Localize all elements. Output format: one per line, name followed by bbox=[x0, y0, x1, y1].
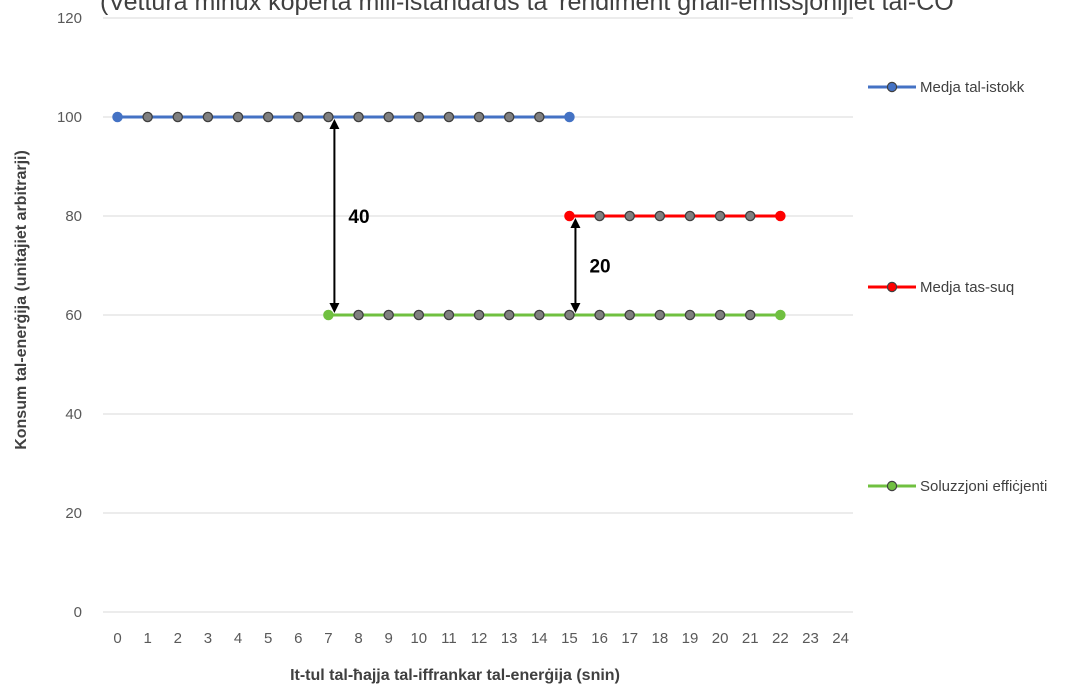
x-tick-label: 11 bbox=[441, 630, 457, 647]
data-point bbox=[262, 111, 274, 123]
x-tick-label: 24 bbox=[832, 630, 849, 647]
legend-label: Medja tas-suq bbox=[920, 279, 1014, 296]
x-tick-label: 19 bbox=[682, 630, 699, 647]
data-point bbox=[142, 111, 153, 123]
annotation-label: 20 bbox=[589, 257, 610, 278]
data-point bbox=[503, 111, 515, 123]
y-tick-label: 20 bbox=[65, 505, 82, 522]
data-point bbox=[353, 111, 364, 123]
y-tick-label: 120 bbox=[57, 10, 82, 27]
legend-marker bbox=[886, 480, 898, 492]
data-point bbox=[172, 111, 184, 123]
data-point bbox=[564, 111, 575, 123]
data-point bbox=[473, 309, 485, 321]
data-point bbox=[202, 111, 214, 123]
x-tick-label: 18 bbox=[651, 630, 668, 647]
data-point bbox=[684, 210, 696, 222]
data-point bbox=[744, 309, 756, 321]
y-tick-label: 100 bbox=[57, 109, 82, 126]
data-point bbox=[564, 309, 575, 321]
x-tick-label: 13 bbox=[501, 630, 518, 647]
x-tick-label: 20 bbox=[712, 630, 729, 647]
x-axis-title: It-tul tal-ħajja tal-iffrankar tal-enerġ… bbox=[290, 667, 620, 684]
legend-label: Medja tal-istokk bbox=[920, 79, 1025, 96]
annotation-label: 40 bbox=[348, 207, 369, 228]
y-tick-label: 60 bbox=[65, 307, 82, 324]
x-tick-label: 12 bbox=[471, 630, 488, 647]
x-tick-label: 2 bbox=[174, 630, 182, 647]
x-tick-label: 23 bbox=[802, 630, 819, 647]
chart-title: (Vettura minux koperta mill-istandards t… bbox=[100, 0, 954, 16]
data-point bbox=[714, 309, 726, 321]
legend-marker bbox=[886, 81, 898, 93]
data-point bbox=[443, 309, 455, 321]
legend-marker bbox=[886, 281, 898, 293]
x-tick-label: 4 bbox=[234, 630, 242, 647]
data-point bbox=[443, 111, 455, 123]
legend-label: Soluzzjoni effiċjenti bbox=[920, 478, 1047, 495]
x-tick-label: 8 bbox=[354, 630, 362, 647]
legend: Medja tal-istokk Medja tas-suq Soluzzjoni … bbox=[868, 79, 1047, 495]
data-point bbox=[654, 210, 666, 222]
data-point bbox=[383, 309, 394, 321]
data-point bbox=[503, 309, 515, 321]
x-tick-label: 17 bbox=[621, 630, 638, 647]
y-tick-label: 0 bbox=[74, 604, 82, 621]
data-point bbox=[744, 210, 756, 222]
annotations: 40 20 bbox=[329, 119, 611, 313]
data-point bbox=[112, 111, 123, 123]
data-point bbox=[383, 111, 394, 123]
data-point bbox=[534, 309, 545, 321]
data-point bbox=[413, 111, 425, 123]
y-tick-label: 80 bbox=[65, 208, 82, 225]
data-point bbox=[624, 210, 635, 222]
y-axis-ticks: 0 20 40 60 80 100 120 bbox=[57, 10, 82, 621]
data-point bbox=[564, 210, 575, 222]
x-tick-label: 7 bbox=[324, 630, 332, 647]
data-point bbox=[413, 309, 425, 321]
data-point bbox=[775, 210, 786, 222]
x-tick-label: 0 bbox=[113, 630, 121, 647]
data-point bbox=[534, 111, 545, 123]
data-point bbox=[654, 309, 666, 321]
x-tick-label: 9 bbox=[384, 630, 392, 647]
y-axis-title: Konsum tal-enerġija (unitajiet arbitrarj… bbox=[13, 150, 30, 450]
x-tick-label: 1 bbox=[143, 630, 151, 647]
data-point bbox=[353, 309, 364, 321]
data-point bbox=[714, 210, 726, 222]
data-point bbox=[775, 309, 786, 321]
x-tick-label: 3 bbox=[204, 630, 212, 647]
y-tick-label: 40 bbox=[65, 406, 82, 423]
x-tick-label: 10 bbox=[410, 630, 427, 647]
x-tick-label: 21 bbox=[742, 630, 759, 647]
data-point bbox=[323, 309, 334, 321]
data-point bbox=[323, 111, 334, 123]
data-point bbox=[594, 210, 605, 222]
data-point bbox=[624, 309, 635, 321]
data-point bbox=[594, 309, 605, 321]
data-point bbox=[232, 111, 244, 123]
x-tick-label: 14 bbox=[531, 630, 548, 647]
x-tick-label: 5 bbox=[264, 630, 272, 647]
x-tick-label: 15 bbox=[561, 630, 578, 647]
x-tick-label: 22 bbox=[772, 630, 789, 647]
data-point bbox=[293, 111, 304, 123]
x-tick-label: 16 bbox=[591, 630, 608, 647]
x-axis-ticks: 0 1 2 3 4 5 6 7 8 9 10 11 12 13 14 15 16 17 18 19 20 21 22 23 24 bbox=[113, 630, 849, 647]
x-tick-label: 6 bbox=[294, 630, 302, 647]
series-layer bbox=[112, 111, 786, 321]
data-point bbox=[684, 309, 696, 321]
data-point bbox=[473, 111, 485, 123]
